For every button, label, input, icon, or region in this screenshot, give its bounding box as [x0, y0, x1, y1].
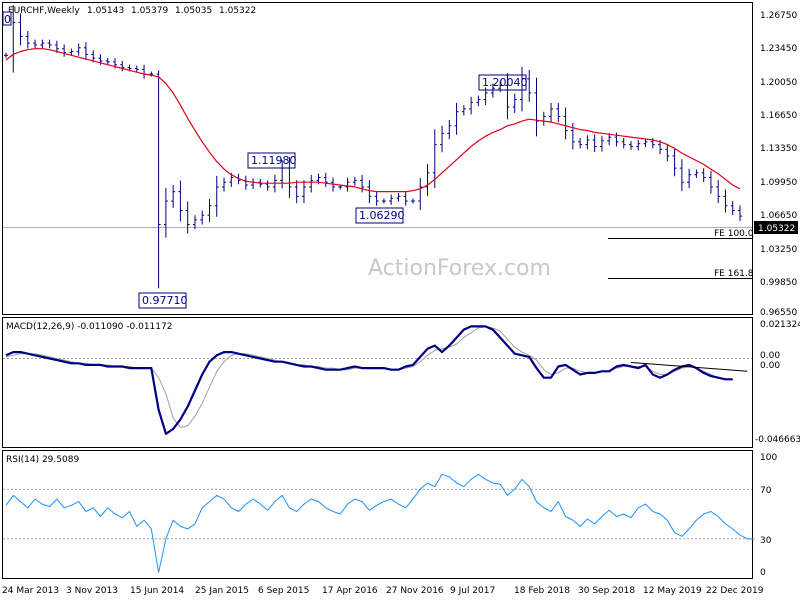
- current-price-badge: [754, 221, 798, 234]
- moving-average-line: [5, 48, 741, 193]
- macd-trendline: [630, 361, 748, 372]
- x-tick: 25 Jan 2015: [195, 586, 249, 596]
- indicator-lines: [3, 48, 755, 573]
- callout-text: 0.97710: [142, 294, 188, 307]
- macd-tick: 0.00: [760, 361, 780, 371]
- x-tick: 30 Sep 2018: [578, 586, 635, 596]
- rsi-tick: 30: [760, 536, 772, 546]
- fe-100-label: FE 100.0: [714, 229, 754, 239]
- rsi-line: [5, 473, 755, 573]
- x-tick: 9 Jul 2017: [450, 586, 495, 596]
- price-tick: 1.26750: [760, 11, 797, 21]
- callout-low-2015: 0.97710: [138, 292, 188, 309]
- callout-text: 1.11980: [251, 154, 297, 167]
- callout-text: 1.06290: [359, 209, 405, 222]
- ohlc-high: 1.05379: [131, 6, 168, 16]
- x-tick: 6 Sep 2015: [258, 586, 309, 596]
- ohlc-open: 1.05143: [87, 6, 124, 16]
- macd-line: [5, 325, 733, 435]
- x-tick: 24 Mar 2013: [2, 586, 59, 596]
- macd-pane-title: MACD(12,26,9) -0.011090 -0.011172: [6, 322, 172, 332]
- price-tick: 1.13350: [760, 144, 797, 154]
- macd-axis: 0.021324 0.00 0.00 -0.046663: [755, 320, 800, 445]
- x-tick: 22 Dec 2019: [706, 586, 764, 596]
- price-tick: 1.06650: [760, 211, 797, 221]
- price-tick: 1.23450: [760, 44, 797, 54]
- callout-low-2016: 1.06290: [355, 207, 405, 224]
- macd-tick: 0.021324: [760, 320, 800, 330]
- price-tick: 1.20050: [760, 78, 797, 88]
- callout-text: 1.20040: [482, 76, 528, 89]
- callout-box: [138, 292, 187, 309]
- ohlc-close: 1.05322: [219, 6, 256, 16]
- callout-top-left: 0: [2, 11, 12, 26]
- callout-text: 0: [4, 13, 11, 26]
- x-tick: 27 Nov 2016: [386, 586, 444, 596]
- price-tick: 0.99850: [760, 278, 797, 288]
- fe-161-label: FE 161.8: [714, 269, 754, 279]
- macd-tick: -0.046663: [755, 435, 800, 445]
- x-tick: 12 May 2019: [643, 586, 702, 596]
- rsi-tick: 100: [760, 453, 777, 463]
- callout-box: [355, 207, 404, 224]
- x-axis: 24 Mar 2013 3 Nov 2013 15 Jun 2014 25 Ja…: [2, 586, 764, 596]
- price-pane-title: EURCHF,Weekly: [8, 6, 80, 16]
- callout-box: [247, 152, 296, 169]
- watermark: ActionForex.com: [368, 256, 551, 281]
- callout-box: [478, 74, 527, 91]
- x-tick: 15 Jun 2014: [130, 586, 184, 596]
- price-tick: 1.09950: [760, 178, 797, 188]
- rsi-tick: 0: [760, 568, 766, 578]
- ohlc-low: 1.05035: [175, 6, 212, 16]
- x-tick: 17 Apr 2016: [322, 586, 378, 596]
- macd-tick: 0.00: [760, 351, 780, 361]
- current-price-label: 1.05322: [758, 224, 795, 234]
- rsi-pane-frame: [2, 450, 753, 579]
- rsi-axis: 100 70 30 0: [760, 453, 777, 578]
- price-tick: 1.03250: [760, 245, 797, 255]
- callout-high-2018: 1.20040: [478, 74, 528, 91]
- macd-pane-frame: [2, 317, 753, 448]
- price-pane-frame: [2, 2, 753, 315]
- rsi-pane-title: RSI(14) 29.5089: [6, 455, 79, 465]
- rsi-tick: 70: [760, 486, 772, 496]
- price-tick: 0.96550: [760, 308, 797, 318]
- price-tick: 1.16650: [760, 111, 797, 121]
- callout-high-2015: 1.11980: [247, 152, 297, 169]
- x-tick: 18 Feb 2018: [514, 586, 570, 596]
- callout-box: [2, 11, 12, 26]
- price-axis: 1.26750 1.23450 1.20050 1.16650 1.13350 …: [760, 11, 797, 318]
- x-tick: 3 Nov 2013: [66, 586, 118, 596]
